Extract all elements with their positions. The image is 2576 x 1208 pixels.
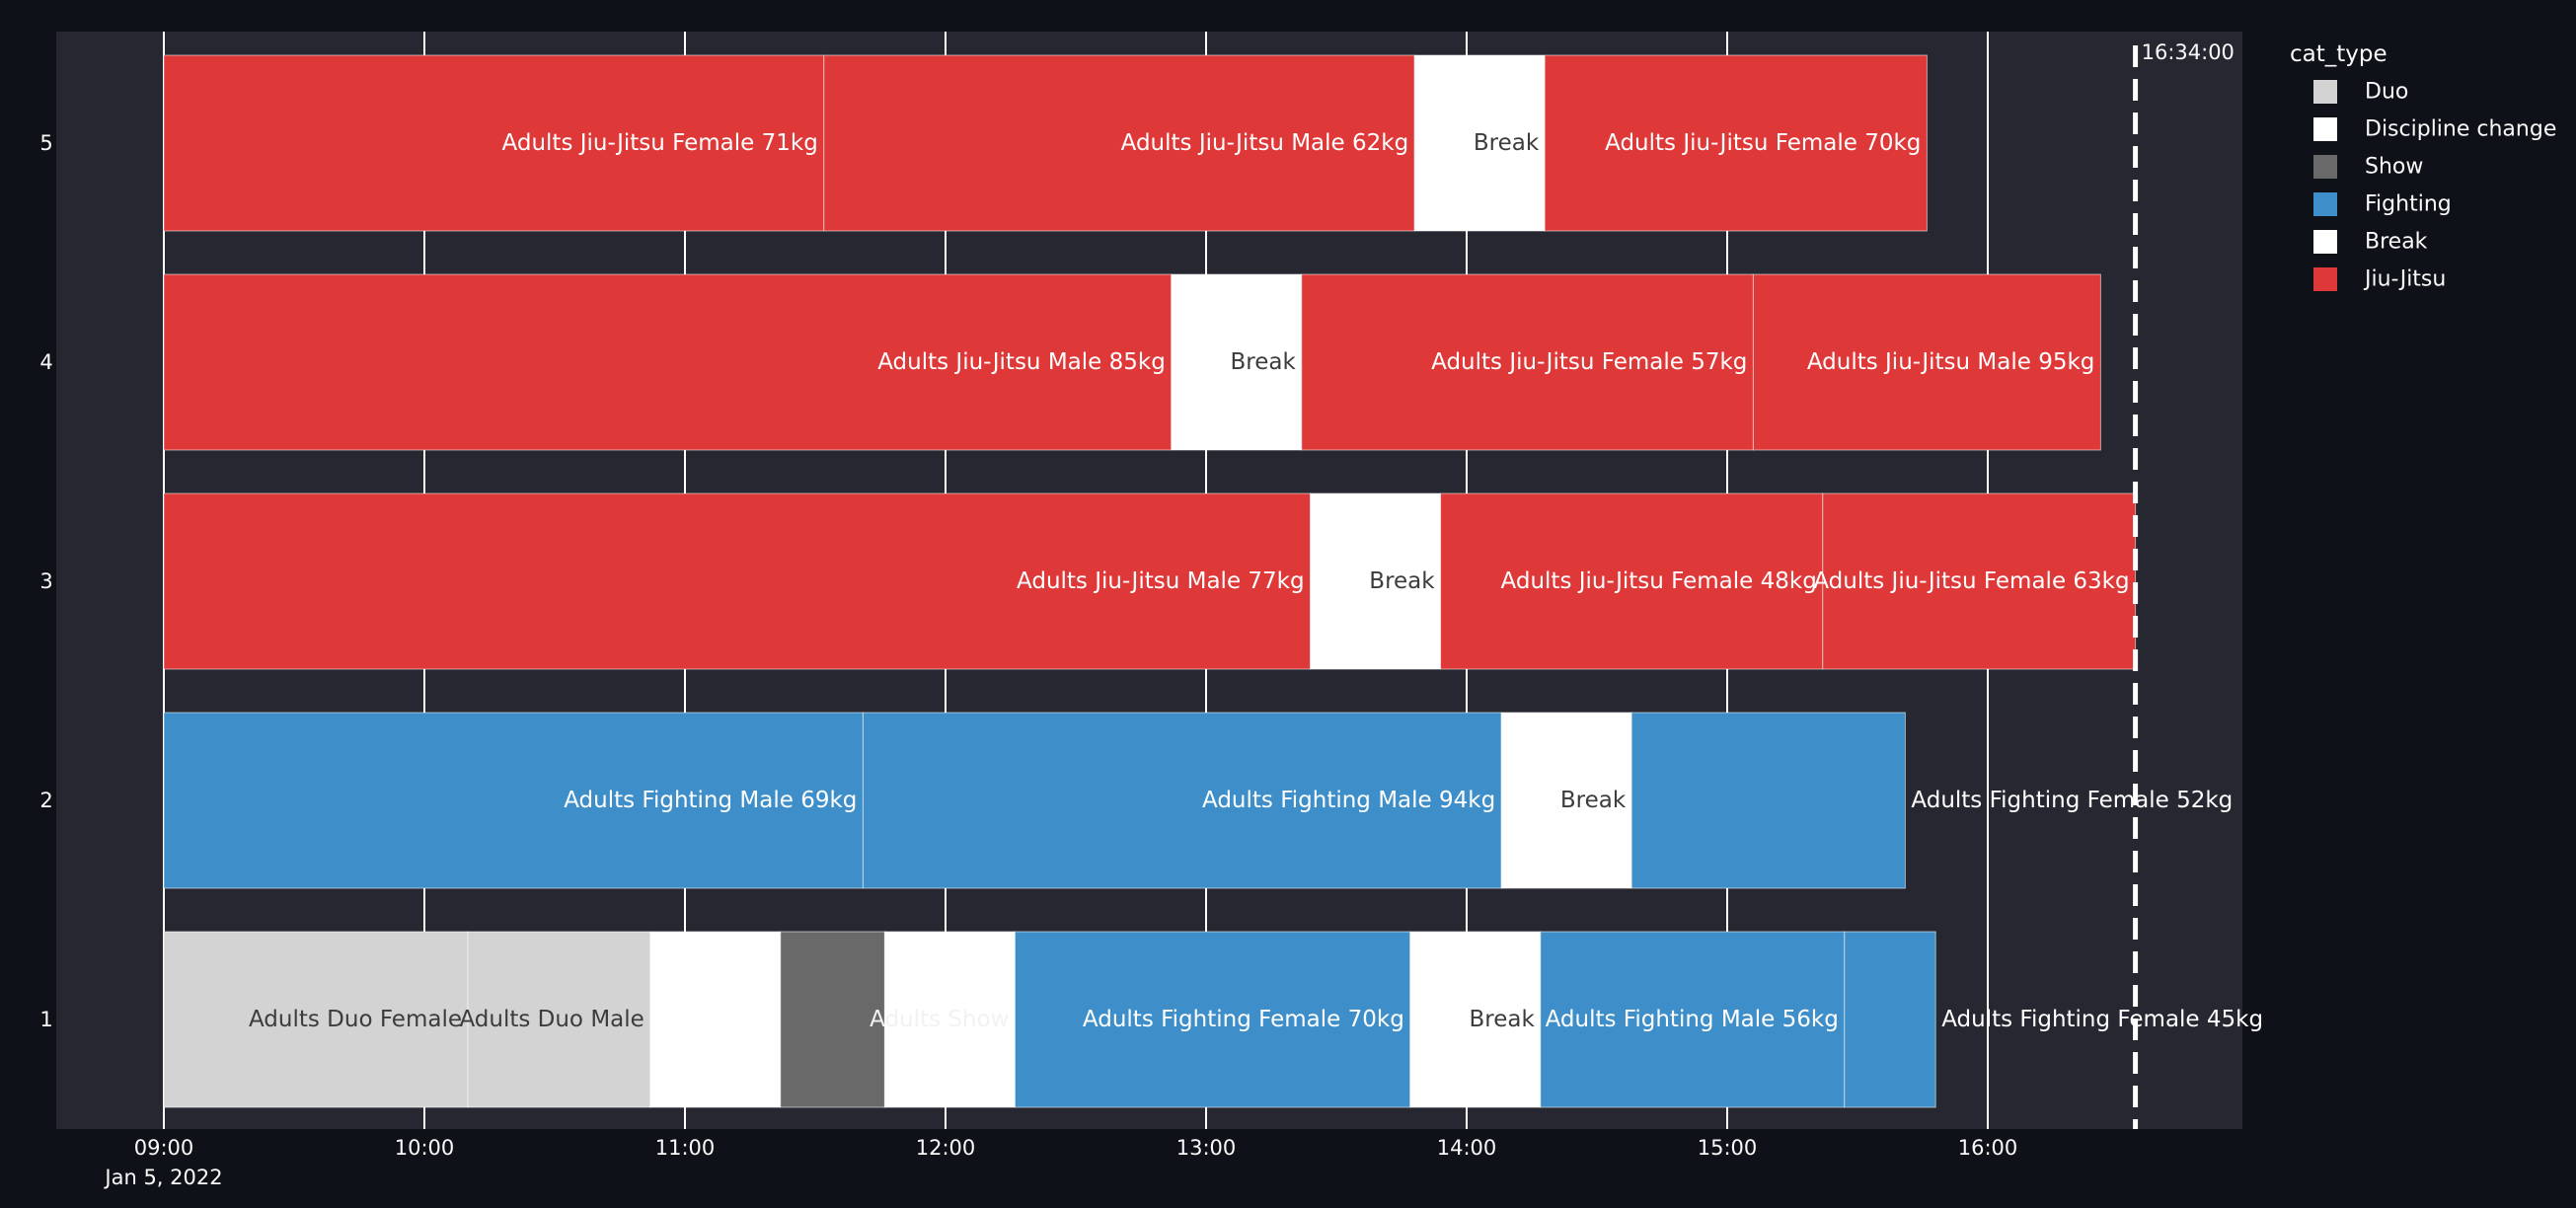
task-bar [163, 931, 469, 1108]
task-bar [1844, 931, 1936, 1108]
task-bar [1500, 712, 1632, 889]
task-label: Break [1560, 788, 1627, 813]
task-label: Adults Jiu-Jitsu Female 48kg [1501, 568, 1817, 594]
task-bar [1440, 492, 1824, 670]
task-label: Adults Fighting Male 94kg [1202, 788, 1495, 813]
current-time-marker: 16:34:00 [2133, 40, 2235, 1129]
task-bar [649, 931, 782, 1108]
task-bar [1409, 931, 1542, 1108]
task-bar [467, 931, 651, 1108]
task-bar [780, 931, 885, 1108]
task-label: Break [1231, 349, 1297, 375]
task-bar [1014, 931, 1411, 1108]
legend-swatch[interactable] [2313, 117, 2337, 141]
task-bar [823, 54, 1415, 232]
x-tick-label: 13:00 [1176, 1136, 1237, 1160]
task-label: Adults Jiu-Jitsu Female 57kg [1431, 349, 1747, 375]
task-label: Break [1474, 130, 1540, 156]
task-label: Break [1369, 568, 1435, 594]
x-tick-label: 12:00 [916, 1136, 976, 1160]
task-bar [163, 54, 825, 232]
task-label: Adults Fighting Male 56kg [1546, 1007, 1839, 1032]
task-bar [163, 273, 1173, 451]
axes: 09:00 10:00 11:00 12:00 13:00 14:00 15:00 16:00… [39, 131, 2017, 1189]
task-label: Adults Jiu-Jitsu Female 70kg [1605, 130, 1921, 156]
legend-swatch[interactable] [2313, 155, 2337, 179]
x-tick-label: 15:00 [1698, 1136, 1758, 1160]
legend-swatch[interactable] [2313, 80, 2337, 104]
task-bar [883, 931, 1016, 1108]
task-label: Adults Fighting Female 70kg [1083, 1007, 1404, 1032]
x-tick-label: 09:00 [134, 1136, 194, 1160]
x-tick-label: 14:00 [1437, 1136, 1497, 1160]
legend-swatch[interactable] [2313, 267, 2337, 291]
y-tick-label: 1 [39, 1008, 52, 1031]
task-label: Adults Jiu-Jitsu Male 85kg [877, 349, 1166, 375]
current-time-label: 16:34:00 [2142, 40, 2235, 64]
task-label: Adults Jiu-Jitsu Male 77kg [1017, 568, 1305, 594]
legend[interactable]: cat_type Duo Discipline change Show Fighting… [2290, 41, 2556, 292]
task-bar [1822, 492, 2137, 670]
task-bars [163, 54, 2137, 1108]
task-bar [862, 712, 1502, 889]
legend-swatch[interactable] [2313, 230, 2337, 254]
task-label: Adults Show [870, 1007, 1009, 1032]
legend-item-label[interactable]: Show [2365, 155, 2423, 180]
task-label: Adults Jiu-Jitsu Female 63kg [1813, 568, 2129, 594]
legend-title: cat_type [2290, 41, 2387, 67]
task-label: Adults Duo Male [459, 1007, 644, 1032]
legend-item-label[interactable]: Break [2365, 230, 2428, 255]
task-bar [1301, 273, 1754, 451]
task-label: Adults Jiu-Jitsu Male 95kg [1807, 349, 2095, 375]
y-tick-label: 2 [39, 789, 52, 812]
x-tick-label: 11:00 [655, 1136, 716, 1160]
x-date-label: Jan 5, 2022 [103, 1166, 222, 1189]
task-bar [1310, 492, 1442, 670]
task-bar [163, 712, 864, 889]
task-bar [1752, 273, 2101, 451]
x-tick-label: 10:00 [395, 1136, 455, 1160]
task-label: Adults Fighting Male 69kg [564, 788, 857, 813]
task-bar [1544, 54, 1928, 232]
y-tick-label: 4 [39, 350, 52, 374]
task-label: Break [1470, 1007, 1536, 1032]
legend-item-label[interactable]: Jiu-Jitsu [2363, 267, 2446, 292]
x-tick-label: 16:00 [1958, 1136, 2018, 1160]
task-bar [1171, 273, 1303, 451]
task-bar [1630, 712, 1906, 889]
task-label: Adults Duo Female [249, 1007, 462, 1032]
task-label: Adults Fighting Female 45kg [1941, 1007, 2263, 1032]
task-label: Adults Fighting Female 52kg [1911, 788, 2233, 813]
legend-swatch[interactable] [2313, 192, 2337, 216]
legend-item-label[interactable]: Duo [2365, 80, 2408, 105]
task-bar [163, 492, 1312, 670]
task-bar [1413, 54, 1546, 232]
task-label: Adults Jiu-Jitsu Male 62kg [1121, 130, 1409, 156]
task-label: Adults Jiu-Jitsu Female 71kg [502, 130, 818, 156]
legend-item-label[interactable]: Discipline change [2365, 117, 2556, 142]
legend-item-label[interactable]: Fighting [2365, 192, 2452, 217]
y-tick-label: 3 [39, 569, 52, 593]
y-tick-label: 5 [39, 131, 52, 155]
